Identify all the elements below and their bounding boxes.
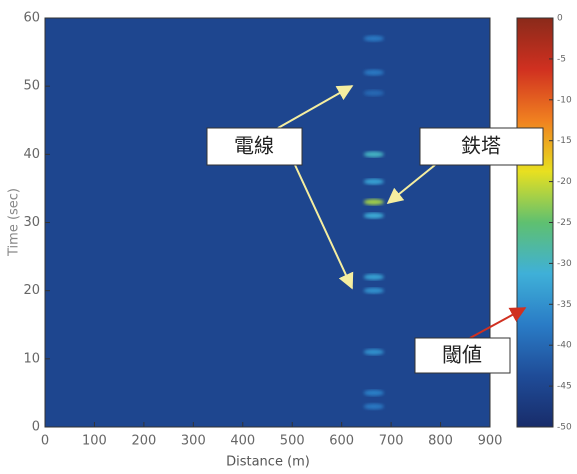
colorbar-tick-label: -35	[557, 300, 572, 310]
x-tick-label: 600	[329, 434, 354, 449]
colorbar-tick-label: -50	[557, 423, 572, 433]
x-axis-label: Distance (m)	[226, 455, 310, 470]
y-axis-label: Time (sec)	[7, 188, 22, 257]
y-tick-label: 20	[23, 283, 40, 298]
colorbar-tick-label: -10	[557, 95, 572, 105]
y-tick-label: 50	[23, 79, 40, 94]
y-tick-label: 30	[23, 215, 40, 230]
annotation: 鉄塔	[461, 134, 501, 158]
x-tick-label: 900	[478, 434, 503, 449]
colorbar-tick-label: -45	[557, 382, 572, 392]
heatmap-spot	[364, 404, 384, 410]
x-tick-label: 100	[82, 434, 107, 449]
y-tick-label: 60	[23, 11, 40, 26]
x-tick-label: 0	[41, 434, 49, 449]
annotation: 電線	[234, 134, 274, 158]
heatmap-spot	[364, 199, 384, 205]
x-tick-label: 700	[379, 434, 404, 449]
x-tick-label: 500	[280, 434, 305, 449]
y-tick-label: 0	[32, 420, 40, 435]
chart: 0100200300400500600700800900010203040506…	[0, 0, 577, 470]
annotation: 閾値	[442, 343, 482, 367]
colorbar-tick-label: 0	[557, 14, 563, 24]
colorbar	[517, 18, 553, 427]
heatmap-spot	[364, 288, 384, 294]
heatmap-spot	[364, 90, 384, 96]
heatmap-spot	[364, 349, 384, 355]
colorbar-tick-label: -15	[557, 136, 572, 146]
colorbar-tick-label: -25	[557, 218, 572, 228]
heatmap-spot	[364, 390, 384, 396]
heatmap-spot	[364, 70, 384, 76]
colorbar-tick-label: -30	[557, 259, 572, 269]
y-tick-label: 40	[23, 147, 40, 162]
colorbar-tick-label: -20	[557, 177, 572, 187]
heatmap-spot	[364, 274, 384, 280]
colorbar-tick-label: -40	[557, 341, 572, 351]
x-tick-label: 800	[428, 434, 453, 449]
heatmap-spot	[364, 151, 384, 157]
heatmap-spot	[364, 179, 384, 185]
x-tick-label: 200	[131, 434, 156, 449]
y-tick-label: 10	[23, 351, 40, 366]
heatmap-spot	[364, 35, 384, 41]
heatmap-spot	[364, 213, 384, 219]
x-tick-label: 300	[181, 434, 206, 449]
colorbar-tick-label: -5	[557, 54, 566, 64]
x-tick-label: 400	[230, 434, 255, 449]
